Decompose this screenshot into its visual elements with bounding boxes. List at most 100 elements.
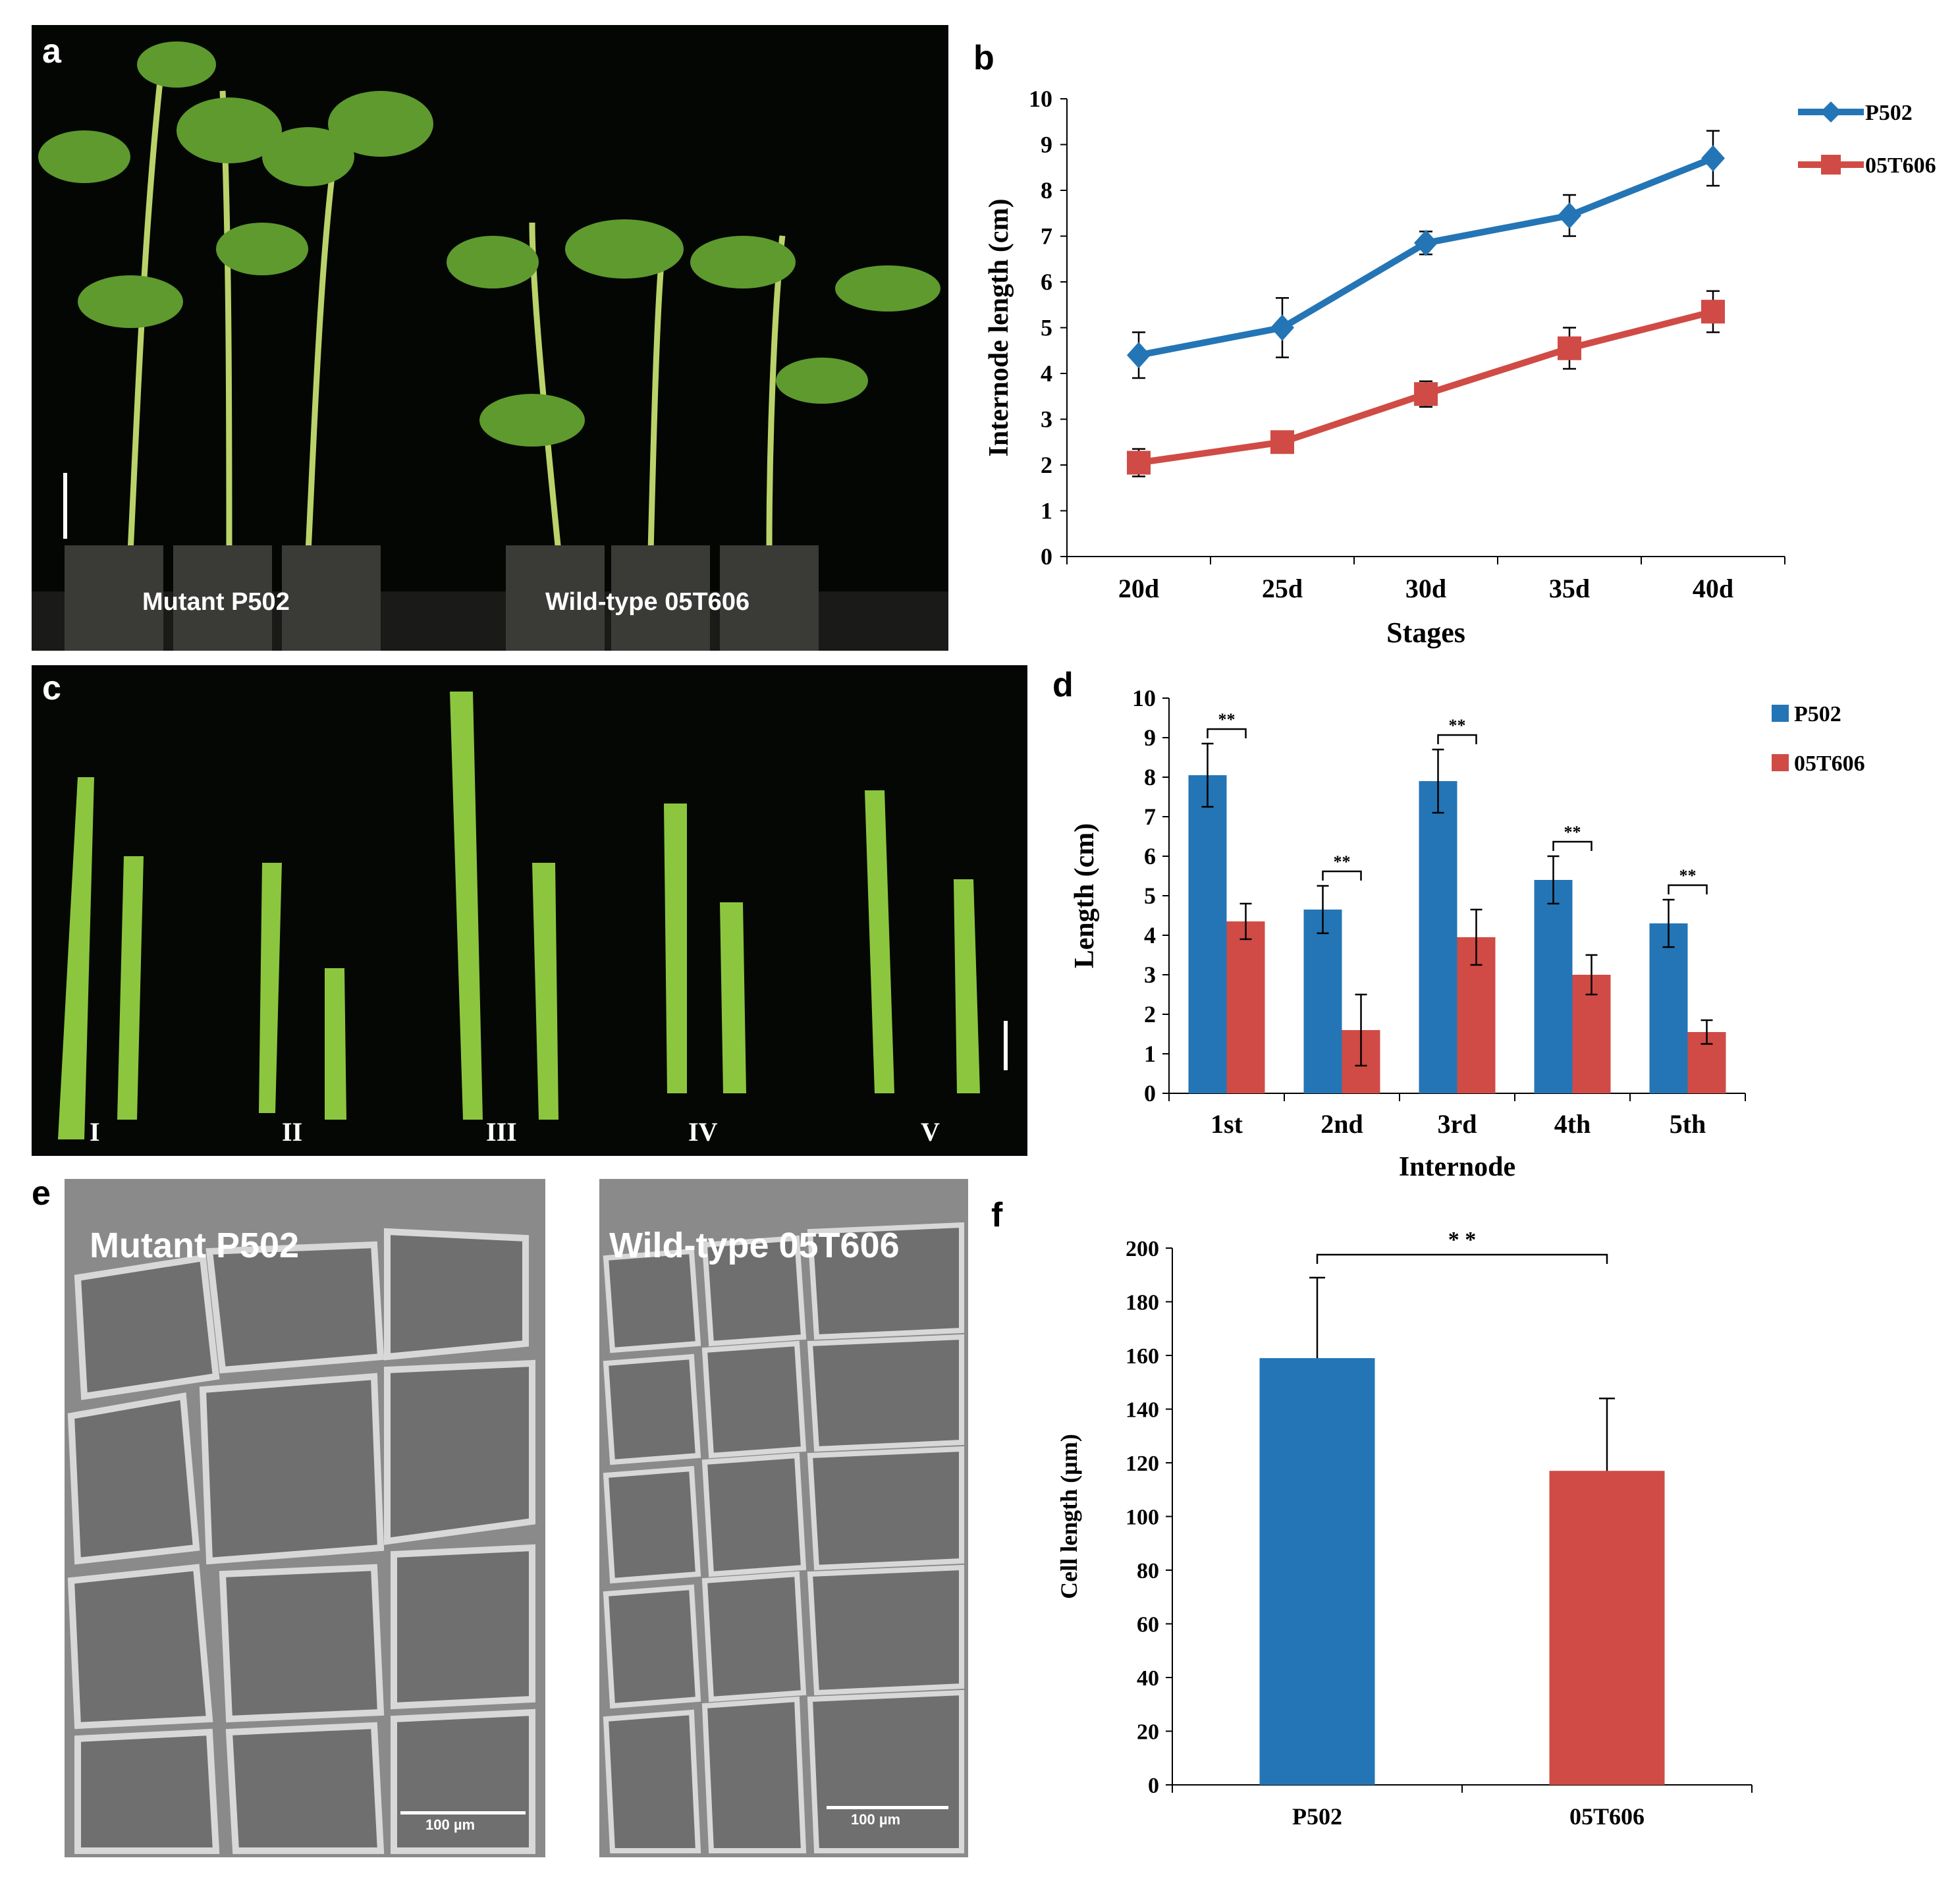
y-axis-title: Length (cm) <box>1070 823 1100 968</box>
significance-bracket <box>1207 728 1247 738</box>
x-tick-label: 2nd <box>1320 1109 1363 1139</box>
bar-P502 <box>1419 781 1457 1093</box>
significance-bracket <box>1668 884 1708 894</box>
roman-5: V <box>921 1117 940 1147</box>
data-point <box>1558 202 1581 229</box>
y-tick-label: 20 <box>1137 1720 1159 1745</box>
panel-c-photo: c I II III IV V <box>32 665 1027 1156</box>
series-line-P502 <box>1138 155 1714 359</box>
y-tick-label: 3 <box>1144 962 1156 988</box>
chart-b: 0 1 2 3 4 5 6 7 8 9 10 20d 25d 30d 35d 40d Stages Interno… <box>984 86 1936 649</box>
y-axis-title: Internode length (cm) <box>984 199 1014 457</box>
y-tick-label: 6 <box>1144 843 1156 869</box>
bar-P502 <box>1303 910 1342 1093</box>
panel-b-letter: b <box>973 39 994 77</box>
y-tick-label: 0 <box>1144 1080 1156 1106</box>
chart-d: 0 1 2 3 4 5 6 7 8 9 10 1st ** 2nd ** 3rd ** 4th ** 5th ** Int… <box>1070 685 1865 1182</box>
y-tick-label: 100 <box>1126 1506 1159 1530</box>
panel-d-letter: d <box>1052 666 1074 704</box>
legend-swatch <box>1772 705 1789 722</box>
y-tick-label: 8 <box>1144 764 1156 790</box>
y-tick-label: 3 <box>1041 406 1052 433</box>
bar-P502 <box>1188 775 1227 1093</box>
data-point <box>1414 382 1438 406</box>
y-tick-label: 7 <box>1041 223 1052 250</box>
legend-label: 05T606 <box>1865 153 1936 178</box>
roman-3: III <box>486 1117 517 1147</box>
y-tick-label: 10 <box>1029 86 1052 112</box>
significance-label: * * <box>1448 1228 1477 1252</box>
internodes-illustration <box>58 692 1008 1139</box>
x-tick-label: 5th <box>1670 1109 1706 1139</box>
x-tick-label: P502 <box>1292 1803 1342 1830</box>
data-point <box>1414 229 1438 256</box>
data-point <box>1270 430 1294 454</box>
significance-label: ** <box>1218 710 1236 729</box>
bar-05T606 <box>1226 921 1265 1093</box>
legend-label: P502 <box>1865 101 1913 125</box>
panel-f-letter: f <box>991 1196 1003 1234</box>
x-axis-title: Internode <box>1399 1152 1515 1182</box>
y-tick-label: 60 <box>1137 1613 1159 1637</box>
y-tick-label: 0 <box>1041 543 1052 570</box>
y-tick-label: 4 <box>1144 922 1156 948</box>
significance-label: ** <box>1679 866 1697 885</box>
legend-label: 05T606 <box>1794 751 1865 776</box>
bar-P502 <box>1259 1358 1375 1785</box>
panel-c-letter: c <box>42 669 61 707</box>
data-point <box>1127 450 1151 475</box>
data-point <box>1127 342 1151 369</box>
data-point <box>1558 336 1581 360</box>
panel-a-letter: a <box>42 32 61 70</box>
legend-label: P502 <box>1794 702 1841 726</box>
y-tick-label: 10 <box>1132 685 1156 711</box>
y-tick-label: 5 <box>1144 883 1156 909</box>
roman-4: IV <box>688 1117 718 1147</box>
significance-bracket <box>1552 840 1592 851</box>
x-tick-label: 3rd <box>1438 1109 1477 1139</box>
y-axis-title: Cell length (µm) <box>1056 1434 1082 1599</box>
x-tick-label: 25d <box>1262 574 1303 603</box>
sem-mutant-label: Mutant P502 <box>90 1226 300 1265</box>
y-tick-label: 140 <box>1126 1398 1159 1423</box>
significance-bracket <box>1437 734 1477 744</box>
y-tick-label: 9 <box>1041 132 1052 158</box>
bar-P502 <box>1649 923 1688 1093</box>
legend-marker <box>1821 155 1841 175</box>
legend-swatch <box>1772 754 1789 771</box>
y-tick-label: 9 <box>1144 724 1156 751</box>
significance-label: ** <box>1334 852 1351 871</box>
x-tick-label: 05T606 <box>1569 1803 1645 1830</box>
sem-wildtype-cells <box>603 1222 964 1853</box>
data-point <box>1270 314 1294 341</box>
y-tick-label: 1 <box>1041 498 1052 524</box>
y-tick-label: 160 <box>1126 1344 1159 1369</box>
panel-a-photo: a Mutant P502 Wild-type 05T606 <box>32 25 948 651</box>
y-tick-label: 2 <box>1144 1001 1156 1027</box>
x-tick-label: 30d <box>1405 574 1446 603</box>
panel-e-letter: e <box>32 1174 51 1213</box>
mutant-label: Mutant P502 <box>142 588 290 616</box>
x-tick-label: 20d <box>1118 574 1159 603</box>
data-point <box>1701 145 1725 172</box>
roman-2: II <box>282 1117 303 1147</box>
sem-mutant-cells <box>67 1228 535 1854</box>
roman-1: I <box>90 1117 100 1147</box>
y-tick-label: 200 <box>1126 1237 1159 1261</box>
sem-wildtype: Wild-type 05T606 100 µm <box>599 1179 968 1857</box>
sem-wildtype-label: Wild-type 05T606 <box>609 1226 900 1265</box>
legend-marker <box>1820 101 1841 123</box>
bar-P502 <box>1534 880 1573 1093</box>
wildtype-label: Wild-type 05T606 <box>545 588 750 616</box>
y-tick-label: 4 <box>1041 360 1052 387</box>
x-tick-label: 1st <box>1211 1109 1243 1139</box>
y-tick-label: 2 <box>1041 452 1052 478</box>
data-point <box>1701 300 1725 324</box>
sem-mutant-scale: 100 µm <box>425 1816 476 1833</box>
y-tick-label: 5 <box>1041 315 1052 341</box>
bar-05T606 <box>1549 1471 1665 1785</box>
significance-bracket <box>1316 1253 1608 1264</box>
y-tick-label: 7 <box>1144 804 1156 830</box>
significance-label: ** <box>1564 823 1581 842</box>
sem-mutant: Mutant P502 100 µm <box>65 1179 545 1857</box>
